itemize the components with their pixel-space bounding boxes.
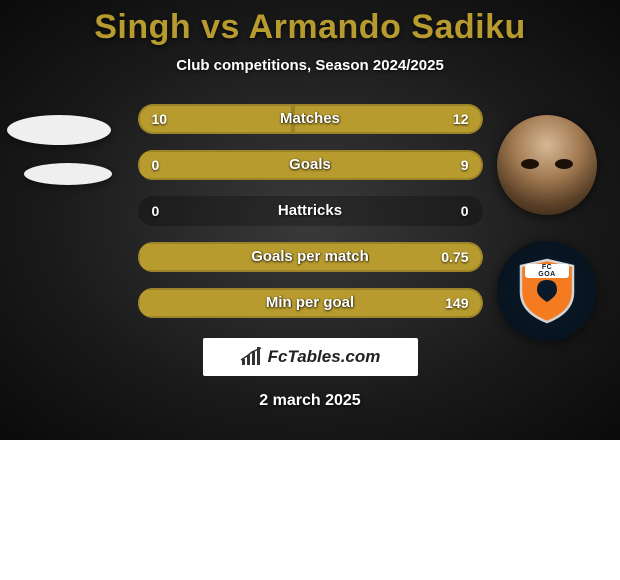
stat-bar: Goals0 9 xyxy=(138,150,483,180)
bar-chart-icon xyxy=(240,347,264,367)
stat-value-left: 10 xyxy=(138,104,182,134)
stat-bar: Goals per match0.75 xyxy=(138,242,483,272)
club-logo-text: FC GOA xyxy=(517,264,577,278)
vs-text: vs xyxy=(201,8,240,46)
player1-name: Singh xyxy=(94,8,191,46)
subtitle: Club competitions, Season 2024/2025 xyxy=(0,57,620,74)
stat-label: Goals xyxy=(138,150,483,180)
stat-value-right: 0 xyxy=(447,196,483,226)
right-player-avatar xyxy=(497,115,597,215)
brand-badge: FcTables.com xyxy=(203,338,418,376)
stat-value-left: 0 xyxy=(138,150,174,180)
stat-value-left: 0 xyxy=(138,196,174,226)
brand-text: FcTables.com xyxy=(268,347,381,367)
comparison-card: Singh vs Armando Sadiku Club competition… xyxy=(0,0,620,440)
left-avatar-placeholder xyxy=(7,115,111,145)
comparison-title: Singh vs Armando Sadiku xyxy=(0,8,620,47)
player2-name: Armando Sadiku xyxy=(249,8,526,46)
left-player-column xyxy=(4,115,114,185)
right-club-logo: FC GOA xyxy=(497,241,597,341)
stat-value-right: 12 xyxy=(439,104,483,134)
stat-bar: Matches10 12 xyxy=(138,104,483,134)
right-player-column: FC GOA xyxy=(492,115,602,341)
fc-goa-shield: FC GOA xyxy=(517,258,577,324)
left-club-placeholder xyxy=(24,163,112,185)
stat-bar: Min per goal149 xyxy=(138,288,483,318)
footer-date: 2 march 2025 xyxy=(0,392,620,410)
stat-value-right: 149 xyxy=(431,288,482,318)
stat-bar: Hattricks0 0 xyxy=(138,196,483,226)
stat-label: Hattricks xyxy=(138,196,483,226)
stat-value-right: 9 xyxy=(447,150,483,180)
stat-value-right: 0.75 xyxy=(427,242,482,272)
stats-bars: Matches1012Goals09Hattricks00Goals per m… xyxy=(138,104,483,318)
stat-label: Matches xyxy=(138,104,483,134)
